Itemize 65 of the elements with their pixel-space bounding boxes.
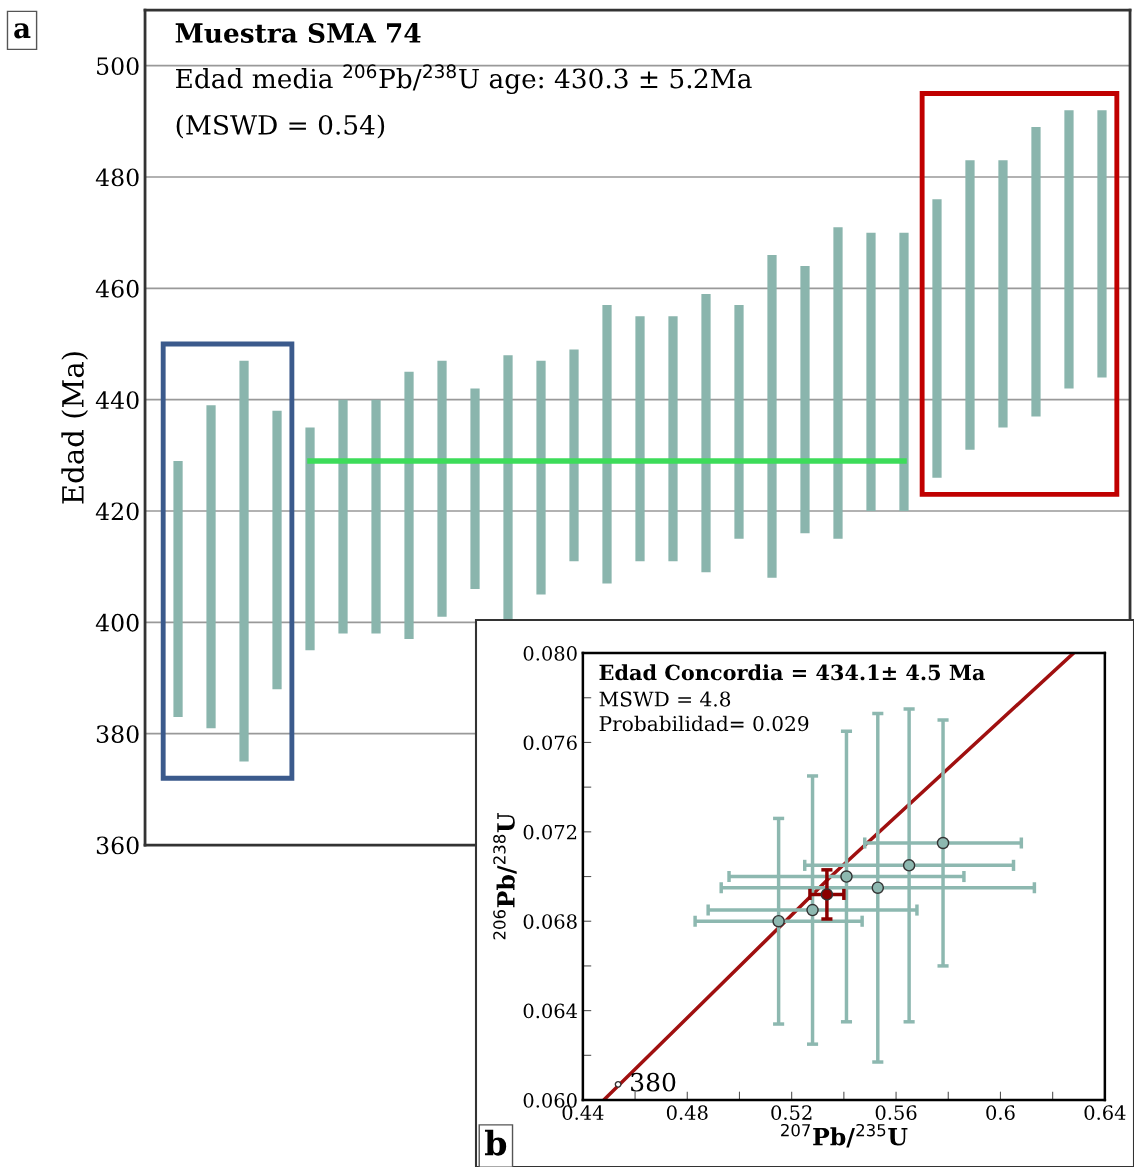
bar: [701, 293, 711, 573]
y-tick-label: 360: [96, 836, 139, 855]
bar: [1031, 126, 1041, 417]
annotation: Probabilidad= 0.029: [599, 715, 809, 732]
point: [840, 870, 853, 883]
text: a: [14, 23, 31, 39]
bar: [272, 410, 282, 690]
bar: [206, 405, 216, 729]
x-tick-label: 0.52: [771, 1105, 812, 1120]
bar: [536, 360, 546, 595]
text: b: [484, 1129, 507, 1156]
bar: [899, 232, 909, 512]
x-tick-label: 0.6: [986, 1105, 1015, 1120]
y-tick-label: 500: [97, 57, 139, 76]
bar: [635, 316, 645, 562]
y-axis-title: $^{206}$Pb/$^{238}$U: [493, 812, 517, 940]
bar: [833, 227, 843, 539]
bar: [470, 388, 480, 589]
point: [871, 881, 885, 894]
bar: [800, 266, 810, 534]
annotation: (MSWD = 0.54): [176, 114, 385, 139]
y-tick-label: 0.064: [523, 1003, 578, 1019]
x-axis-title: $^{207}$Pb/$^{235}$U: [781, 1123, 908, 1148]
bar: [998, 160, 1008, 428]
y-tick-label: 0.076: [523, 735, 577, 751]
bar: [305, 427, 315, 651]
bar: [602, 305, 612, 584]
bar: [1097, 110, 1107, 378]
y-tick-label: 480: [95, 168, 139, 187]
annotation: MSWD = 4.8: [599, 691, 731, 707]
bar: [437, 360, 447, 617]
x-tick-label: 0.64: [1084, 1105, 1126, 1120]
point: [902, 859, 916, 872]
annotation: 380: [631, 1072, 676, 1092]
bar: [371, 399, 381, 634]
annotation: Edad media $^{206}$Pb/$^{238}$U age: 430.3 ± 5.2Ma: [176, 64, 752, 94]
y-tick-label: 440: [95, 391, 139, 409]
bar: [965, 160, 975, 450]
bar: [668, 316, 678, 562]
y-tick-label: 380: [96, 725, 139, 743]
y-tick-label: 0.068: [523, 914, 577, 929]
point: [806, 903, 819, 917]
bar: [734, 305, 744, 539]
y-tick-label: 0.072: [523, 824, 577, 840]
bar: [866, 232, 876, 512]
y-tick-label: 400: [95, 613, 139, 632]
y-axis-title: Edad (Ma): [61, 352, 89, 504]
point: [772, 914, 785, 928]
annotation: Edad Concordia = 434.1± 4.5 Ma: [599, 664, 985, 681]
point: [936, 836, 950, 850]
bar: [173, 460, 183, 717]
bar: [404, 371, 414, 640]
bar: [767, 254, 777, 578]
bar: [338, 399, 348, 634]
bar: [569, 349, 579, 562]
x-tick-label: 0.48: [666, 1105, 708, 1120]
annotation: Muestra SMA 74: [175, 23, 421, 43]
point: [820, 888, 834, 901]
y-tick-label: 460: [95, 279, 139, 298]
bar: [932, 199, 942, 478]
bar: [239, 360, 249, 762]
bar: [1064, 110, 1074, 389]
x-tick-label: 0.56: [875, 1105, 917, 1120]
y-tick-label: 420: [95, 502, 139, 521]
y-tick-label: 0.080: [523, 646, 577, 661]
